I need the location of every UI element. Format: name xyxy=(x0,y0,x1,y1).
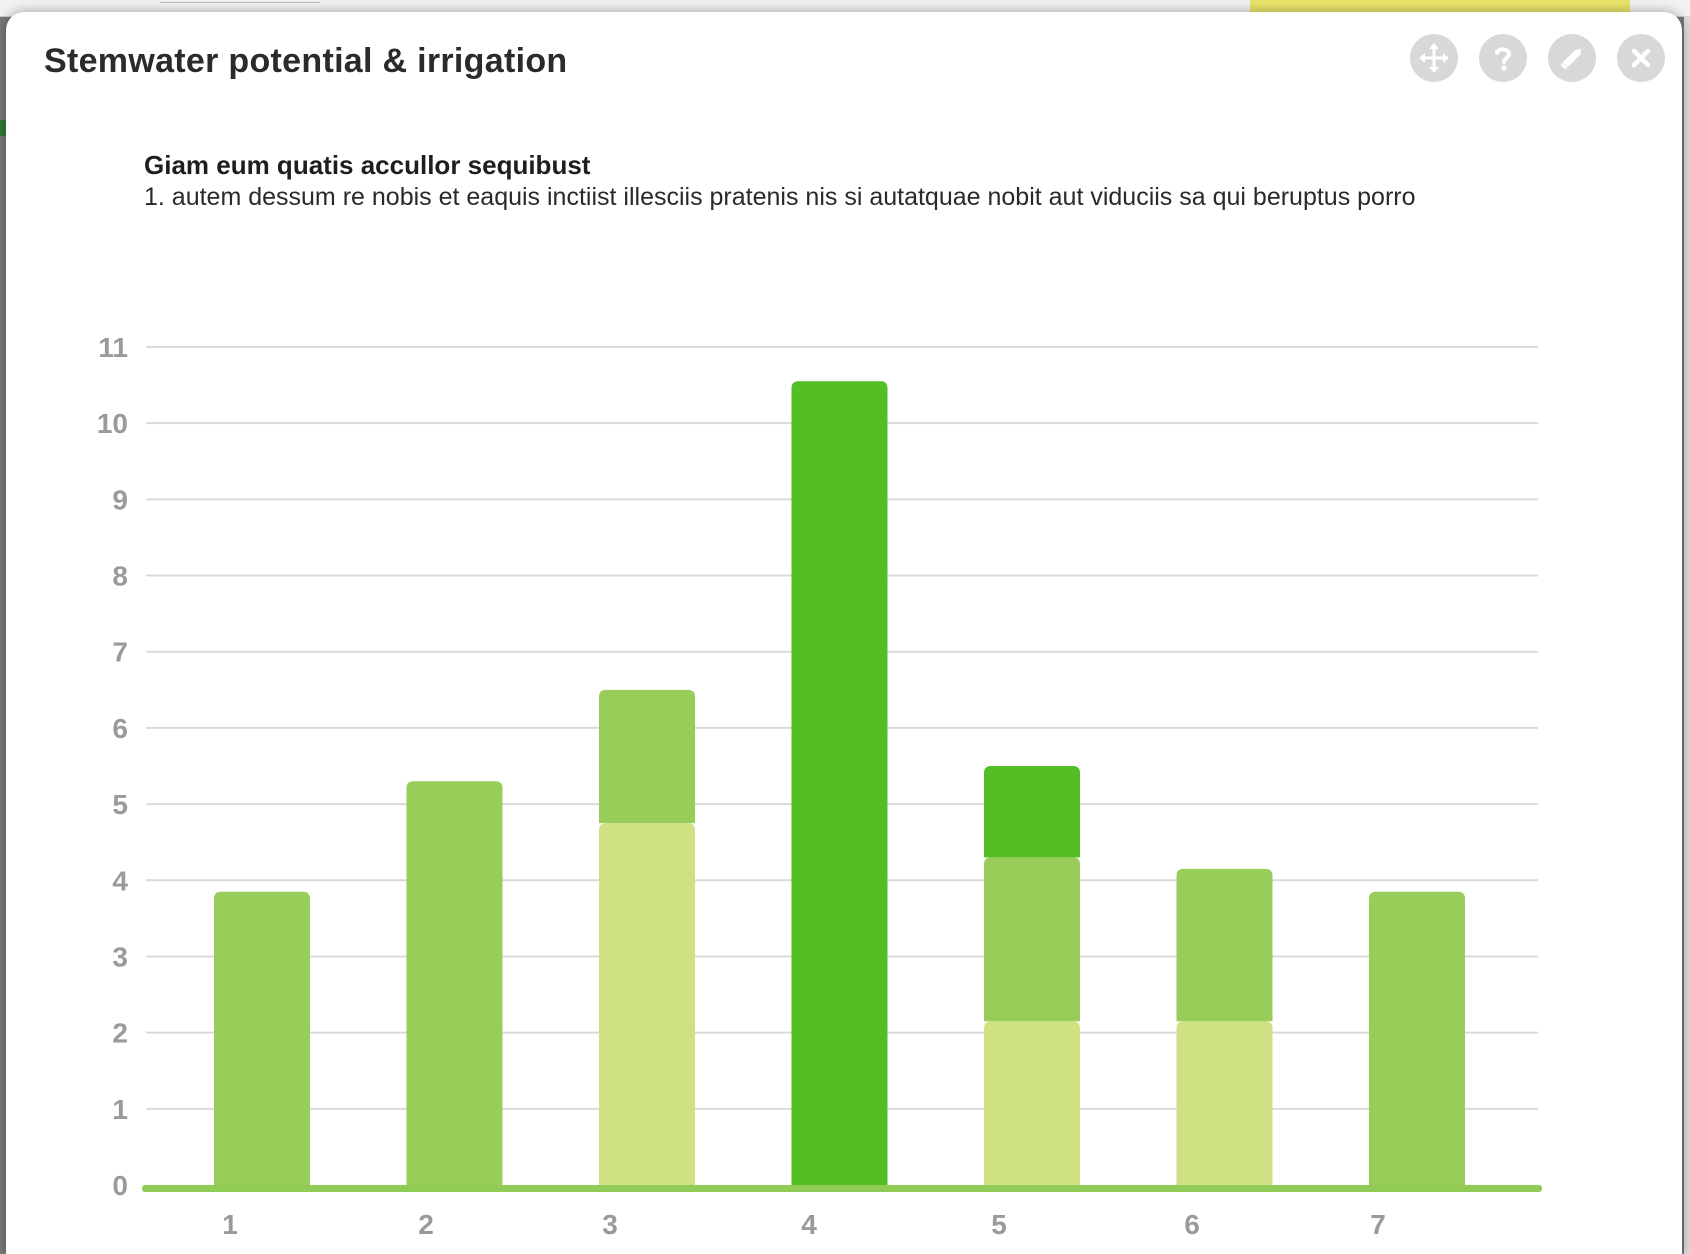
bar-segment xyxy=(1369,891,1465,1185)
bar-segment xyxy=(984,1021,1080,1185)
x-tick-label: 7 xyxy=(1370,1209,1386,1240)
y-tick-label: 8 xyxy=(112,561,128,592)
x-axis-ticks: 1 2 3 4 5 6 7 xyxy=(222,1209,1386,1240)
y-tick-label: 7 xyxy=(112,637,128,668)
bars xyxy=(214,381,1465,1185)
help-icon xyxy=(1495,47,1512,71)
bar-segment xyxy=(214,891,310,1185)
y-tick-label: 4 xyxy=(112,865,128,896)
x-axis-line xyxy=(142,1185,1542,1192)
chart-heading: Giam eum quatis accullor sequibust xyxy=(144,150,591,180)
move-icon xyxy=(1419,43,1449,73)
y-tick-label: 10 xyxy=(97,408,128,439)
y-tick-label: 3 xyxy=(112,941,128,972)
y-tick-label: 5 xyxy=(112,789,128,820)
bar-segment xyxy=(791,381,888,1185)
bar-segment xyxy=(1176,868,1273,1022)
y-tick-label: 1 xyxy=(112,1094,128,1125)
bar-segment xyxy=(1176,1021,1273,1185)
chart-description: 1. autem dessum re nobis et eaquis incti… xyxy=(144,183,1416,211)
bar-segment xyxy=(984,766,1080,858)
background-marker xyxy=(0,120,6,136)
y-tick-label: 2 xyxy=(112,1018,128,1049)
close-button[interactable] xyxy=(1617,34,1665,82)
x-tick-label: 1 xyxy=(222,1209,238,1240)
y-tick-label: 9 xyxy=(112,484,128,515)
y-tick-label: 11 xyxy=(98,332,128,363)
help-button[interactable] xyxy=(1479,34,1527,82)
bar-segment xyxy=(599,823,695,1185)
x-tick-label: 4 xyxy=(801,1209,817,1240)
move-button[interactable] xyxy=(1410,34,1458,82)
background-edge xyxy=(1684,16,1690,1254)
x-axis xyxy=(142,1185,1542,1192)
close-icon xyxy=(1631,48,1651,68)
x-tick-label: 5 xyxy=(991,1209,1007,1240)
bar-segment xyxy=(599,689,695,824)
edit-button[interactable] xyxy=(1548,34,1596,82)
bar-segment xyxy=(406,781,503,1185)
pencil-icon xyxy=(1560,48,1582,70)
x-tick-label: 2 xyxy=(418,1209,434,1240)
y-tick-label: 0 xyxy=(112,1170,128,1201)
x-tick-label: 6 xyxy=(1184,1209,1200,1240)
y-tick-label: 6 xyxy=(112,713,128,744)
bar-segment xyxy=(984,857,1080,1022)
dialog-title: Stemwater potential & irrigation xyxy=(44,42,568,80)
x-tick-label: 3 xyxy=(602,1209,618,1240)
chart-dialog: Stemwater potential & irrigation xyxy=(6,12,1682,1254)
y-axis-ticks: 0 1 2 3 4 5 6 7 8 9 10 11 xyxy=(97,332,129,1201)
